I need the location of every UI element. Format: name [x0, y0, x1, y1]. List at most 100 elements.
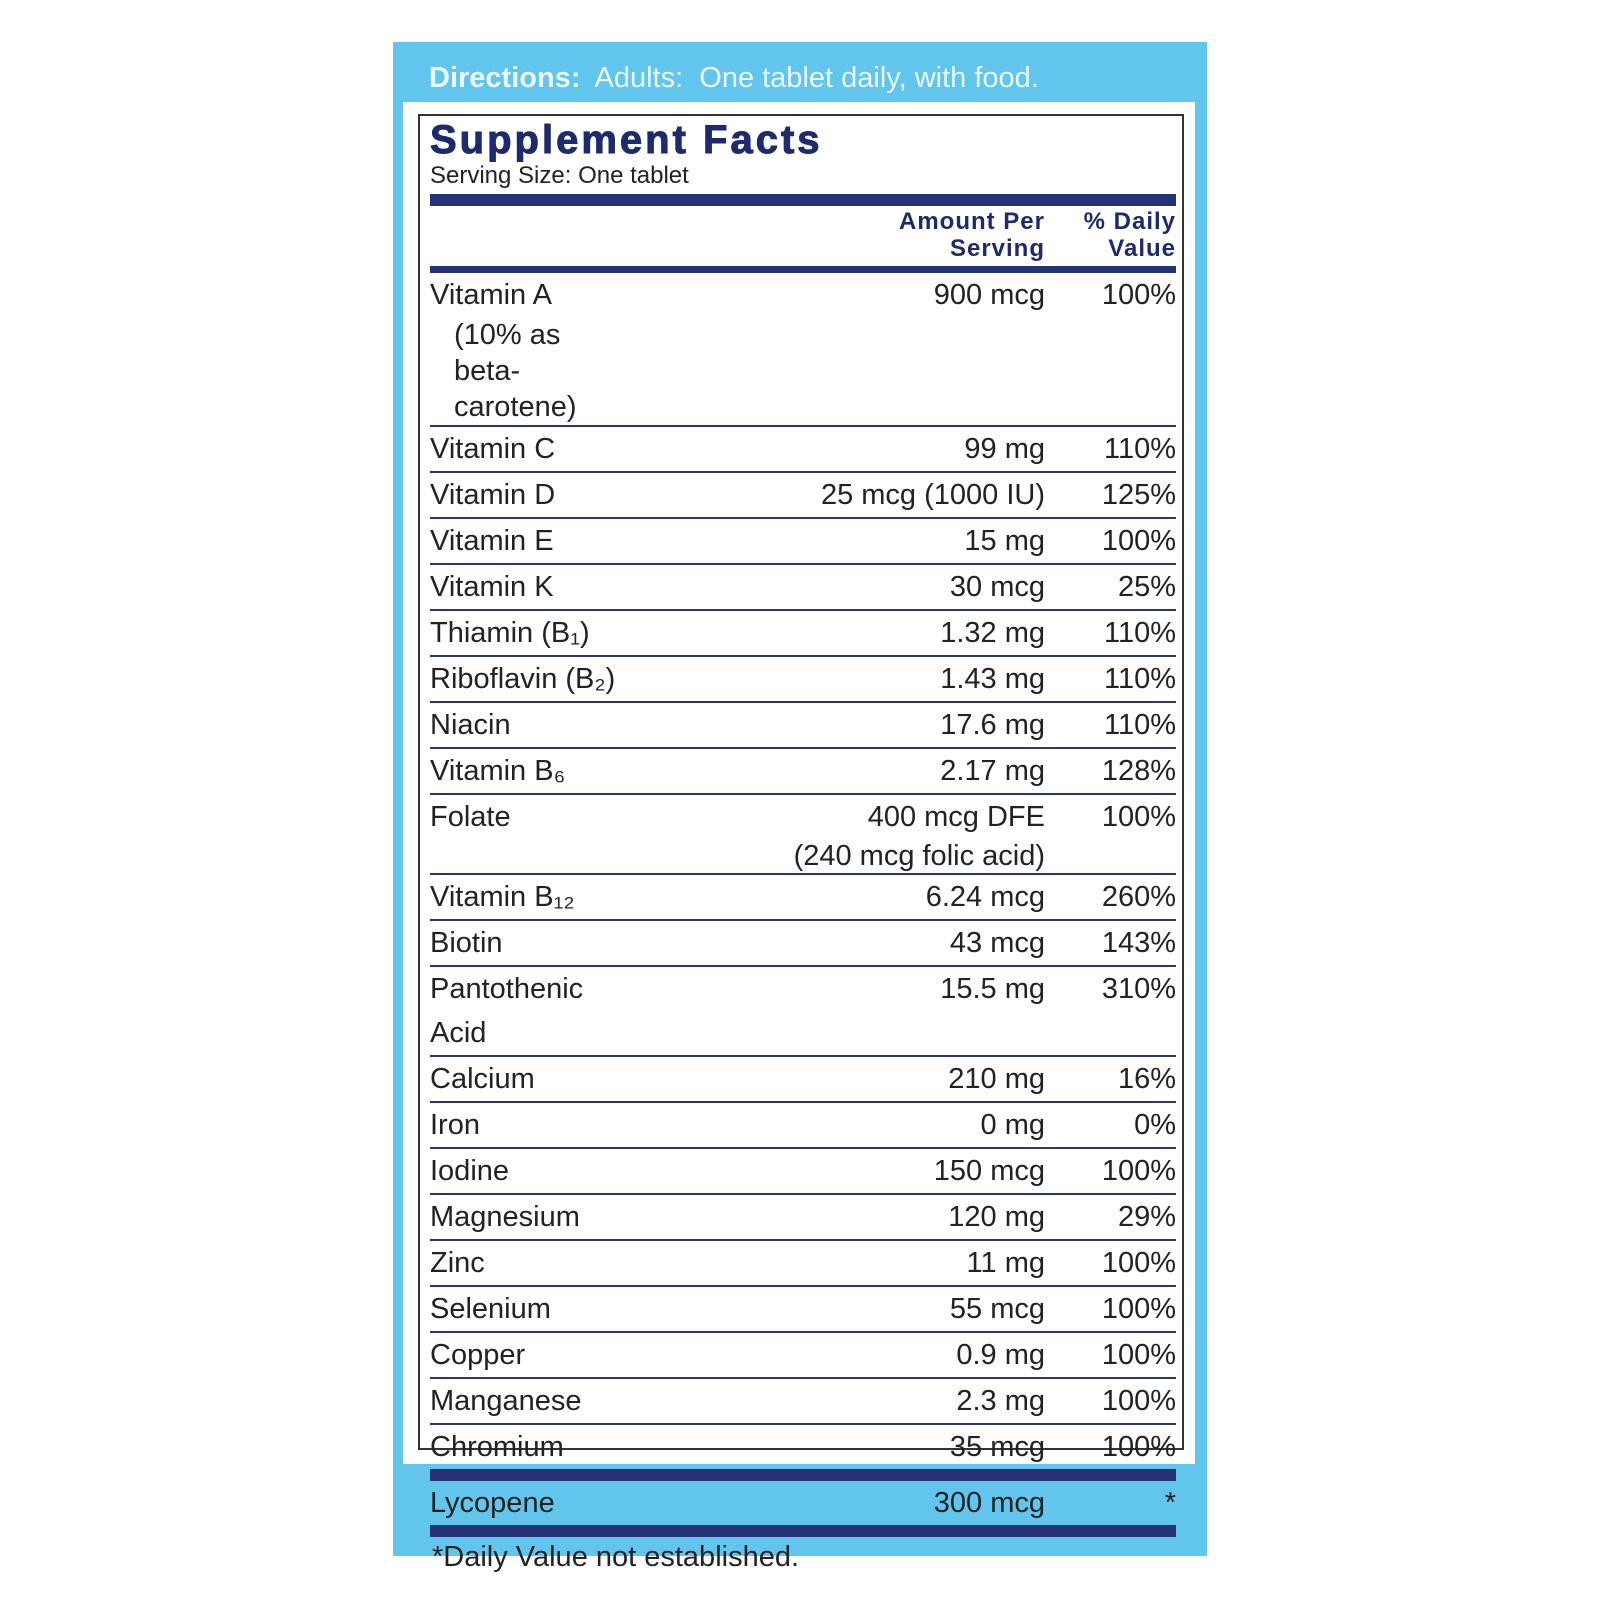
nutrient-cell: Thiamin (B₁)	[430, 611, 625, 655]
nutrient-cell: Iodine	[430, 1149, 625, 1193]
daily-value: 128%	[1101, 755, 1176, 787]
daily-value: 100%	[1101, 1155, 1176, 1187]
amount: 1.32 mg	[940, 617, 1045, 649]
thick-bar	[430, 1525, 1176, 1537]
facts-area: Supplement Facts Serving Size: One table…	[403, 102, 1195, 1573]
nutrient-row: Selenium 55 mcg 100%	[430, 1287, 1176, 1333]
nutrient-name: Calcium	[430, 1063, 535, 1095]
amount: 150 mcg	[933, 1155, 1045, 1187]
nutrient-name: Vitamin C	[430, 433, 556, 465]
amount-cell: 25 mcg (1000 IU)	[625, 473, 1045, 517]
amount-cell: 1.32 mg	[625, 611, 1045, 655]
nutrient-name: Thiamin (B₁)	[430, 617, 590, 649]
nutrient-cell: Magnesium	[430, 1195, 625, 1239]
daily-value: 100%	[1101, 801, 1176, 833]
amount-cell: 900 mcg	[625, 273, 1045, 425]
amount-cell: 150 mcg	[625, 1149, 1045, 1193]
amount: 0 mg	[980, 1109, 1045, 1141]
nutrient-name: Iodine	[430, 1155, 510, 1187]
nutrient-cell: Vitamin E	[430, 519, 625, 563]
nutrient-cell: Chromium	[430, 1425, 625, 1469]
nutrient-cell: Vitamin K	[430, 565, 625, 609]
daily-value: 110%	[1103, 709, 1176, 741]
nutrient-row: Vitamin C 99 mg 110%	[430, 427, 1176, 473]
nutrient-cell: Riboflavin (B₂)	[430, 657, 625, 701]
nutrient-name: Lycopene	[430, 1487, 555, 1519]
directions: Directions: Adults: One tablet daily, wit…	[429, 62, 1039, 95]
amount: 25 mcg (1000 IU)	[820, 479, 1045, 511]
daily-value: 16%	[1117, 1063, 1176, 1095]
nutrient-row: Zinc 11 mg 100%	[430, 1241, 1176, 1287]
amount: 11 mg	[966, 1247, 1045, 1279]
amount-cell: 2.3 mg	[625, 1379, 1045, 1423]
nutrient-name: Manganese	[430, 1385, 582, 1417]
nutrient-name: Vitamin A	[430, 279, 552, 311]
nutrient-row: Riboflavin (B₂) 1.43 mg 110%	[430, 657, 1176, 703]
amount-cell: 0 mg	[625, 1103, 1045, 1147]
nutrient-row: Copper 0.9 mg 100%	[430, 1333, 1176, 1379]
nutrient-cell: Iron	[430, 1103, 625, 1147]
amount-cell: 300 mcg	[625, 1481, 1045, 1525]
nutrient-row: Vitamin D 25 mcg (1000 IU) 125%	[430, 473, 1176, 519]
daily-value: 310%	[1101, 973, 1176, 1005]
amount: 17.6 mg	[940, 709, 1045, 741]
amount-cell: 17.6 mg	[625, 703, 1045, 747]
nutrient-name: Folate	[430, 801, 511, 833]
nutrient-row: Iron 0 mg 0%	[430, 1103, 1176, 1149]
amount: 55 mcg	[949, 1293, 1045, 1325]
daily-value: 0%	[1134, 1109, 1176, 1141]
nutrient-row: Niacin 17.6 mg 110%	[430, 703, 1176, 749]
nutrient-cell: Vitamin D	[430, 473, 625, 517]
nutrient-note: (10% as beta-carotene)	[454, 319, 577, 423]
nutrient-row: Folate 400 mcg DFE (240 mcg folic acid) 100…	[430, 795, 1176, 875]
nutrient-cell: Calcium	[430, 1057, 625, 1101]
nutrient-row: Pantothenic Acid 15.5 mg 310%	[430, 967, 1176, 1057]
thick-bar	[430, 1469, 1176, 1481]
amount-cell: 1.43 mg	[625, 657, 1045, 701]
daily-value: 29%	[1117, 1201, 1176, 1233]
nutrient-row: Iodine 150 mcg 100%	[430, 1149, 1176, 1195]
amount: 43 mcg	[949, 927, 1045, 959]
amount: 15 mg	[964, 525, 1045, 557]
daily-value: *	[1164, 1487, 1176, 1519]
facts-box: Supplement Facts Serving Size: One table…	[418, 114, 1184, 1573]
amount: 6.24 mcg	[925, 881, 1045, 913]
nutrient-cell: Vitamin C	[430, 427, 625, 471]
nutrient-name: Riboflavin (B₂)	[430, 663, 616, 695]
nutrient-name: Magnesium	[430, 1201, 580, 1233]
nutrient-name: Iron	[430, 1109, 480, 1141]
amount-cell: 210 mg	[625, 1057, 1045, 1101]
nutrient-row: Magnesium 120 mg 29%	[430, 1195, 1176, 1241]
amount-cell: 2.17 mg	[625, 749, 1045, 793]
daily-value: 100%	[1101, 279, 1176, 311]
daily-value: 100%	[1101, 1431, 1176, 1463]
nutrient-cell: Vitamin B₆	[430, 749, 625, 793]
nutrient-cell: Lycopene	[430, 1481, 625, 1525]
nutrient-cell: Zinc	[430, 1241, 625, 1285]
nutrient-row: Manganese 2.3 mg 100%	[430, 1379, 1176, 1425]
nutrient-row: Lycopene 300 mcg *	[430, 1481, 1176, 1525]
nutrient-row: Thiamin (B₁) 1.32 mg 110%	[430, 611, 1176, 657]
nutrient-name: Vitamin D	[430, 479, 556, 511]
amount-note: (240 mcg folic acid)	[793, 840, 1045, 872]
amount: 120 mg	[948, 1201, 1045, 1233]
amount-cell: 30 mcg	[625, 565, 1045, 609]
nutrient-cell: Biotin	[430, 921, 625, 965]
amount: 99 mg	[964, 433, 1045, 465]
nutrient-cell: Vitamin A (10% as beta-carotene)	[430, 273, 625, 425]
amount: 300 mcg	[933, 1487, 1045, 1519]
amount-cell: 55 mcg	[625, 1287, 1045, 1331]
daily-value: 143%	[1101, 927, 1176, 959]
nutrient-name: Pantothenic Acid	[430, 973, 584, 1049]
amount: 400 mcg DFE	[867, 801, 1045, 833]
amount: 35 mcg	[949, 1431, 1045, 1463]
amount-cell: 99 mg	[625, 427, 1045, 471]
amount: 15.5 mg	[940, 973, 1045, 1005]
amount: 30 mcg	[949, 571, 1045, 603]
nutrient-cell: Selenium	[430, 1287, 625, 1331]
daily-value: 110%	[1103, 663, 1176, 695]
amount: 2.17 mg	[940, 755, 1045, 787]
amount-cell: 120 mg	[625, 1195, 1045, 1239]
daily-value: 100%	[1101, 1339, 1176, 1371]
